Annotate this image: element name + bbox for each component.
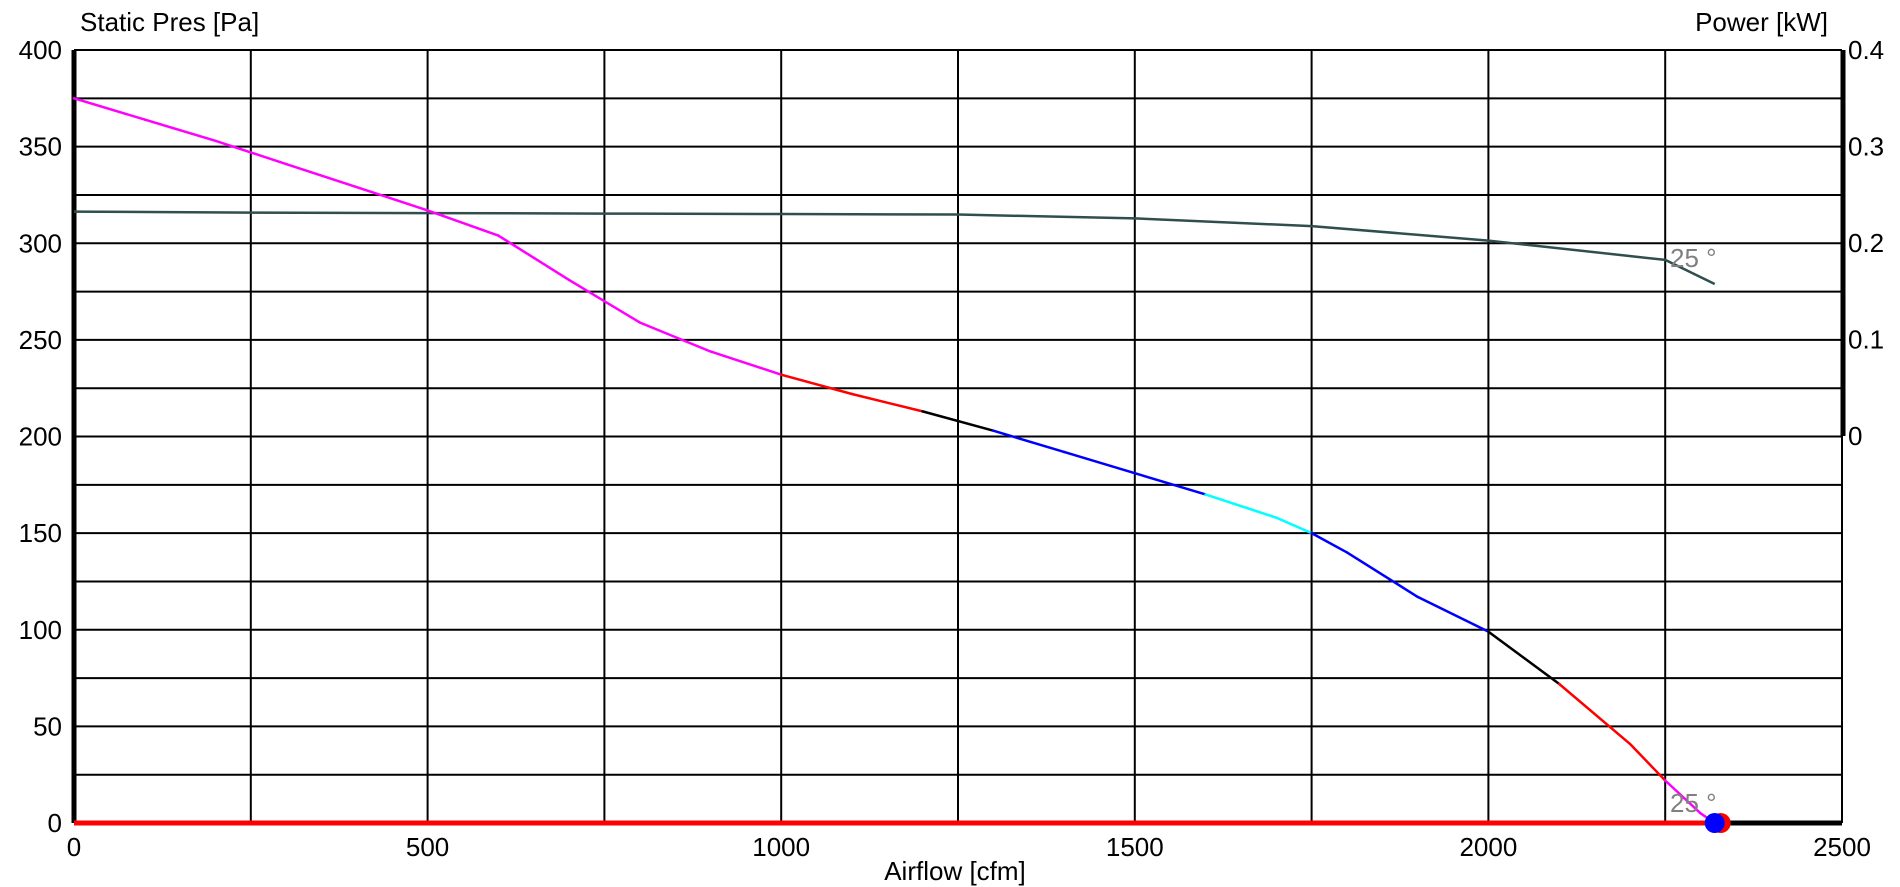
- x-tick-label: 0: [67, 832, 81, 862]
- operating-point-markers: [1704, 813, 1731, 833]
- grid-lines: [74, 50, 1842, 823]
- y-left-tick-label: 350: [19, 132, 62, 162]
- y-left-axis-title: Static Pres [Pa]: [80, 7, 259, 37]
- x-tick-label: 500: [406, 832, 449, 862]
- y-right-tick-label: 0.1: [1848, 325, 1884, 355]
- pressure-curve-segment: [1628, 742, 1667, 782]
- x-tick-label: 2500: [1813, 832, 1871, 862]
- plot-frame: [71, 49, 1846, 823]
- y-left-tick-label: 0: [48, 808, 62, 838]
- y-right-tick-label: 0: [1848, 421, 1862, 451]
- pressure-curve-segment: [1663, 779, 1702, 815]
- pressure-curve-segment: [1133, 471, 1207, 496]
- pressure-curve-segment: [426, 209, 500, 237]
- power-curve: [73, 210, 1716, 286]
- pressure-curve-label: 25 °: [1670, 788, 1717, 818]
- pressure-curve-segment: [779, 373, 854, 396]
- pressure-curve-segment: [1062, 450, 1137, 475]
- pressure-curve-segment: [1345, 551, 1419, 599]
- pressure-curve-segment: [1416, 595, 1490, 633]
- y-left-tick-label: 100: [19, 615, 62, 645]
- pressure-curve-segment: [1274, 516, 1313, 535]
- y-right-tick-labels: 0 0.1 0.2 0.3 0.4: [1848, 35, 1884, 451]
- pressure-curve-segment: [709, 350, 783, 376]
- y-left-tick-labels: 0 50 100 150 200 250 300 350 400: [19, 35, 62, 838]
- y-left-tick-label: 400: [19, 35, 62, 65]
- y-left-tick-label: 300: [19, 228, 62, 258]
- power-curve-line: [73, 210, 1716, 286]
- y-left-tick-label: 250: [19, 325, 62, 355]
- y-right-tick-label: 0.3: [1848, 132, 1884, 162]
- x-tick-label: 1500: [1106, 832, 1164, 862]
- pressure-curve-segment: [1204, 493, 1278, 519]
- pressure-curve-segment: [638, 321, 712, 353]
- pressure-curve-segment: [850, 392, 924, 413]
- pressure-curve-segment: [355, 185, 429, 212]
- pressure-curve-segment: [284, 162, 359, 189]
- pressure-curve-segment: [143, 118, 217, 143]
- y-right-axis-title: Power [kW]: [1695, 7, 1828, 37]
- y-left-tick-label: 200: [19, 422, 62, 452]
- pressure-curve-segment: [567, 278, 642, 324]
- y-left-tick-label: 150: [19, 518, 62, 548]
- y-right-tick-label: 0.4: [1848, 35, 1884, 65]
- x-axis-title: Airflow [cfm]: [884, 856, 1026, 886]
- x-tick-labels: 0 500 1000 1500 2000 2500: [67, 832, 1871, 862]
- x-tick-label: 1000: [752, 832, 810, 862]
- pressure-curve-segment: [72, 97, 146, 121]
- power-curve-label: 25 °: [1670, 243, 1717, 273]
- pressure-curve-segment: [1487, 630, 1561, 686]
- pressure-curve-segment: [1310, 531, 1349, 554]
- pressure-curve-segment: [1557, 682, 1632, 746]
- pressure-curve-segment: [214, 139, 288, 166]
- pressure-curve-segment: [921, 410, 995, 432]
- y-left-tick-label: 50: [33, 711, 62, 741]
- y-right-tick-label: 0.2: [1848, 228, 1884, 258]
- pressure-curve: [72, 97, 1716, 825]
- x-tick-label: 2000: [1459, 832, 1517, 862]
- operating-point-marker: [1704, 813, 1725, 833]
- pressure-curve-segment: [497, 234, 571, 282]
- pressure-curve-segment: [992, 429, 1066, 454]
